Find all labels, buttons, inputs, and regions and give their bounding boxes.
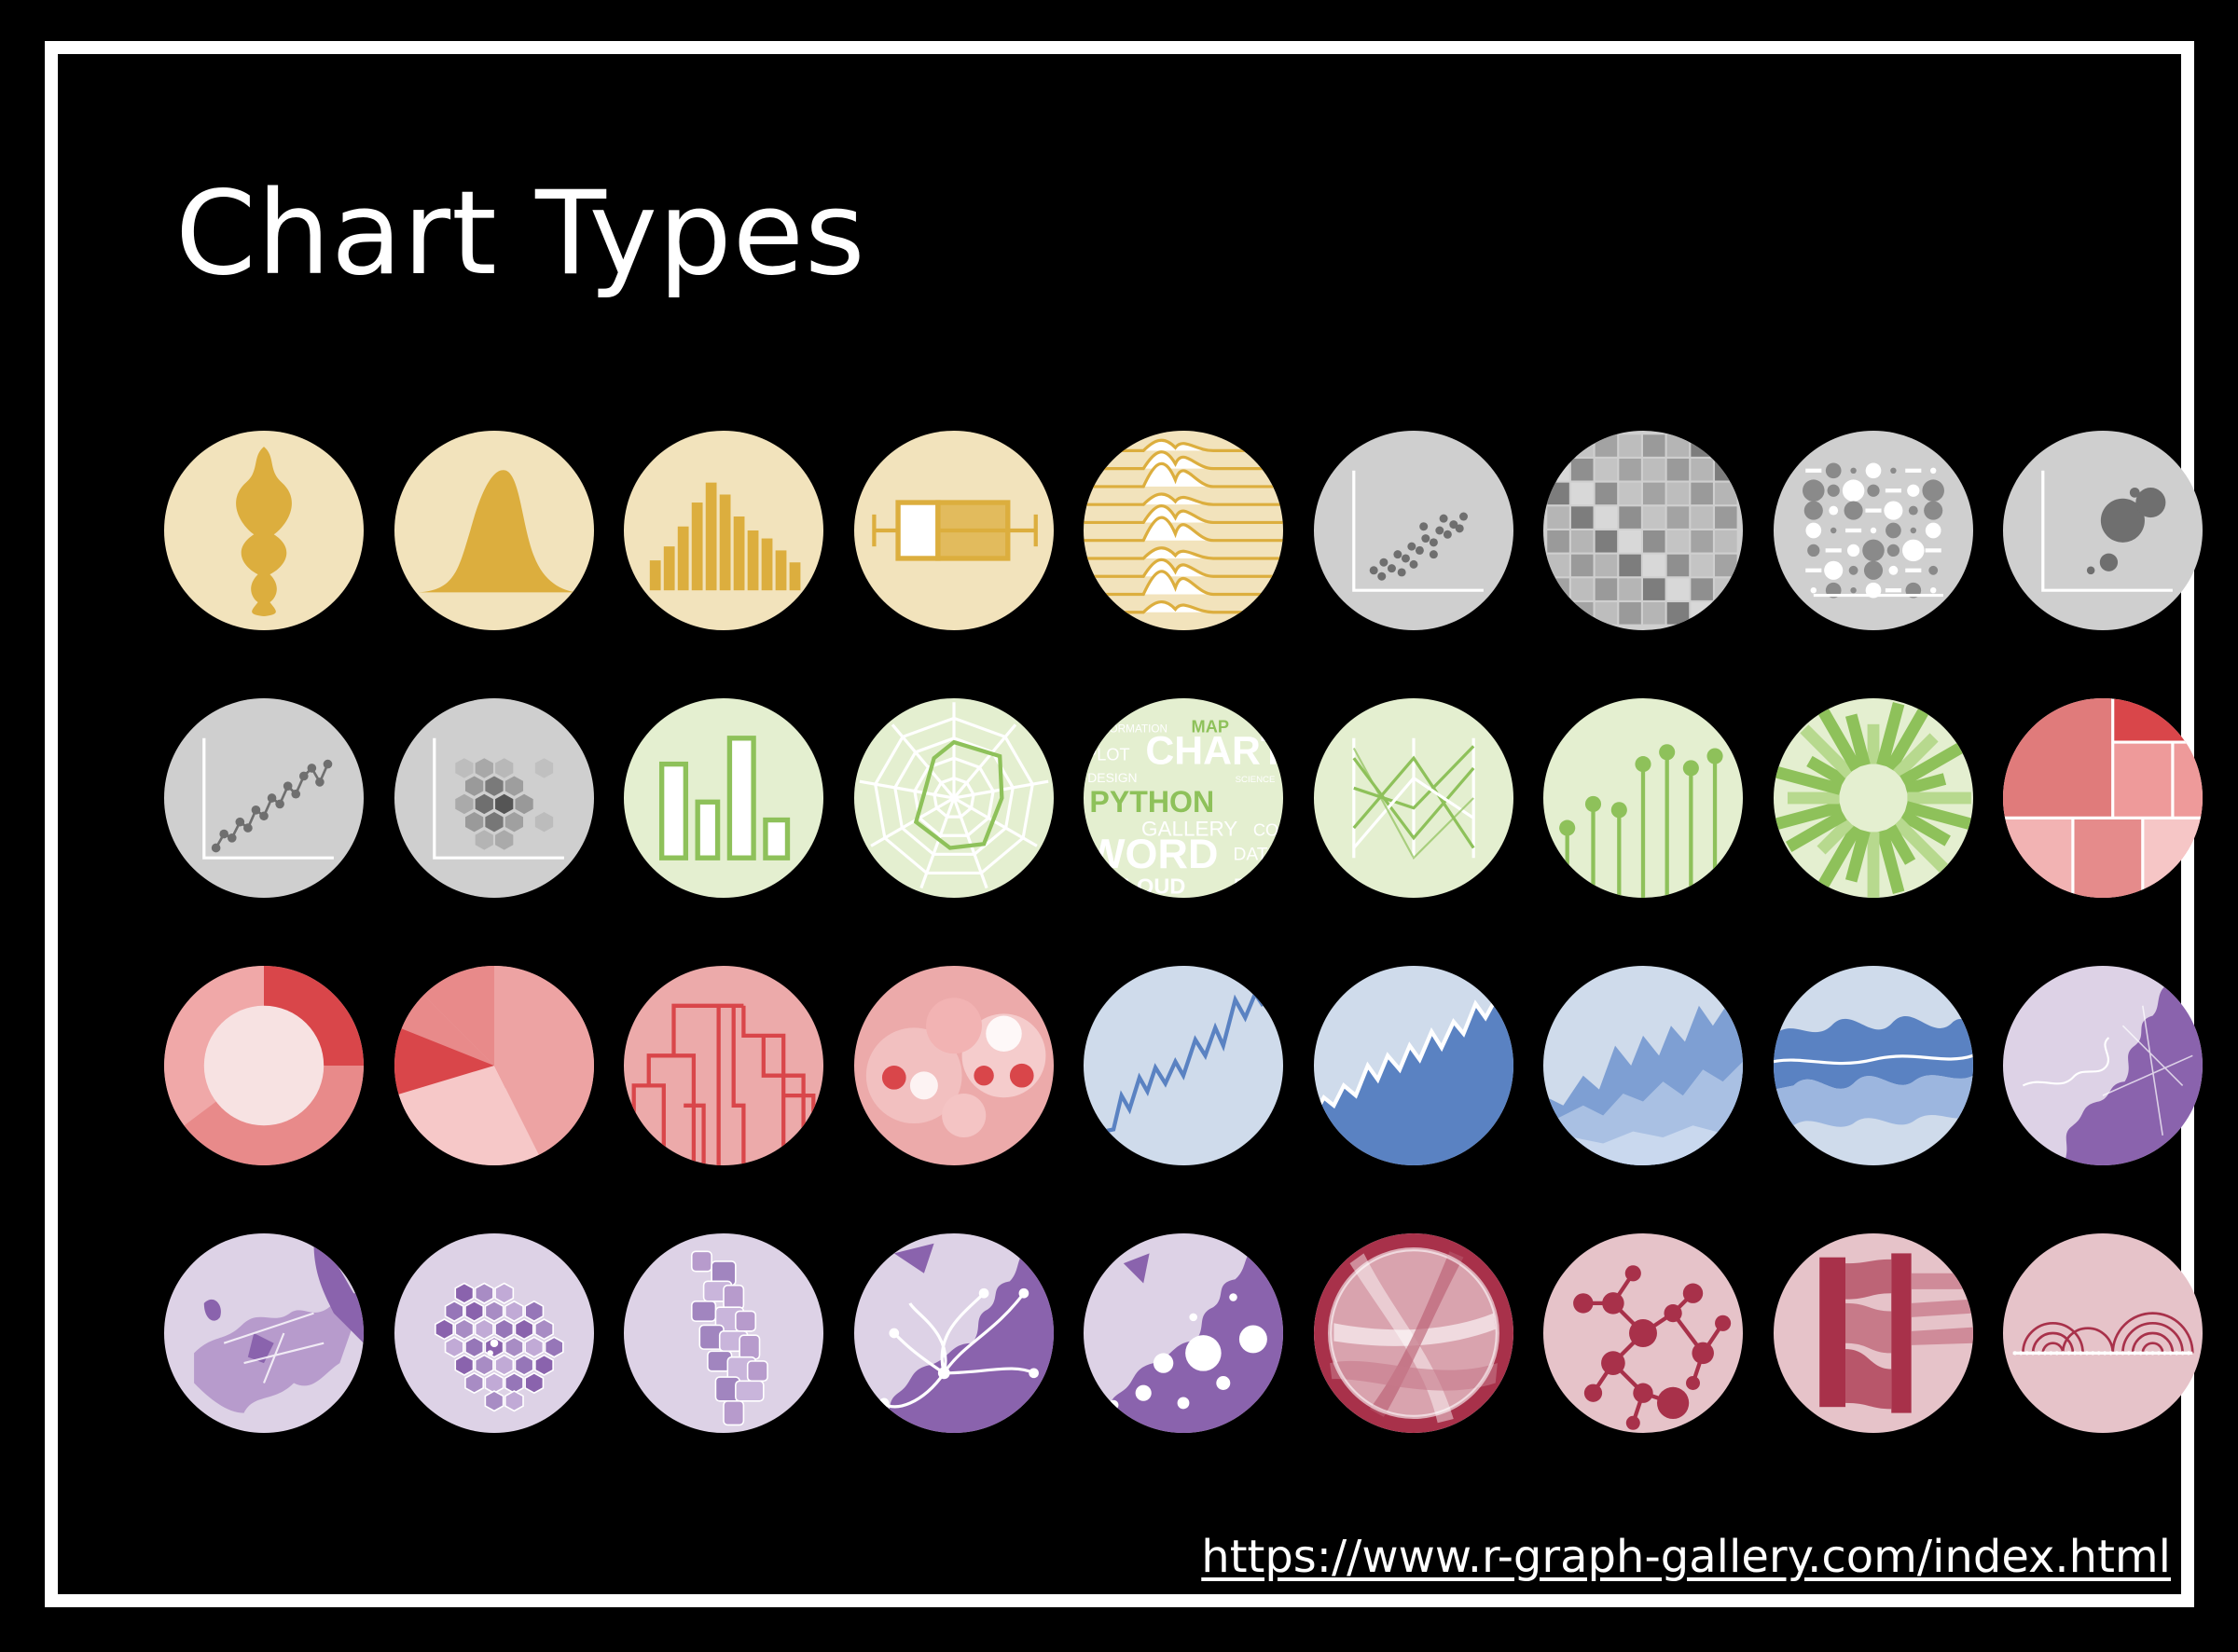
dendrogram-icon[interactable] [624, 966, 823, 1165]
line-chart-icon[interactable] [1084, 966, 1283, 1165]
bubble-map-icon[interactable] [1084, 1233, 1283, 1433]
connected-scatter-icon[interactable] [164, 698, 364, 898]
circular-barplot-icon[interactable] [1773, 698, 1973, 898]
svg-text:CLOUD: CLOUD [1108, 874, 1186, 898]
2d-density-icon[interactable] [394, 698, 594, 898]
choropleth-map-icon[interactable] [164, 1233, 364, 1433]
map-icon[interactable] [2003, 966, 2203, 1165]
arc-diagram-icon[interactable] [2003, 1233, 2203, 1433]
stacked-area-icon[interactable] [1543, 966, 1743, 1165]
lollipop-chart-icon[interactable] [1543, 698, 1743, 898]
ridgeline-chart-icon[interactable] [1084, 431, 1283, 630]
boxplot-icon[interactable] [853, 431, 1054, 630]
scatter-plot-icon[interactable] [1313, 431, 1513, 630]
streamgraph-icon[interactable] [1773, 966, 1973, 1165]
hexbin-map-icon[interactable] [394, 1233, 594, 1433]
svg-text:SCIENCE: SCIENCE [1236, 775, 1276, 785]
svg-text:GALLERY: GALLERY [1141, 818, 1237, 841]
svg-text:R: R [1234, 874, 1250, 898]
svg-text:MAP: MAP [1192, 717, 1229, 736]
density-chart-icon[interactable] [394, 431, 594, 630]
barplot-icon[interactable] [624, 698, 823, 898]
svg-text:CHART: CHART [1145, 729, 1283, 774]
source-link[interactable]: https://www.r-graph-gallery.com/index.ht… [1201, 1531, 2171, 1583]
chord-diagram-icon[interactable] [1313, 1233, 1513, 1433]
network-graph-icon[interactable] [1543, 1233, 1743, 1433]
wordcloud-icon[interactable]: INFORMATION MAP PLOT CHART DESIGN SCIENC… [1084, 698, 1283, 898]
svg-text:CODE: CODE [1253, 821, 1283, 840]
violin-chart-icon[interactable] [164, 431, 364, 630]
svg-text:PLOT: PLOT [1085, 745, 1130, 764]
svg-text:PYTHON: PYTHON [1089, 785, 1214, 819]
svg-text:WORD: WORD [1085, 830, 1218, 877]
parallel-coordinates-icon[interactable] [1313, 698, 1513, 898]
area-chart-icon[interactable] [1313, 966, 1513, 1165]
svg-text:DATA: DATA [1234, 845, 1279, 864]
spider-chart-icon[interactable] [853, 698, 1054, 898]
sankey-diagram-icon[interactable] [1773, 1233, 1973, 1433]
histogram-icon[interactable] [624, 431, 823, 630]
heatmap-icon[interactable] [1543, 431, 1743, 630]
treemap-icon[interactable] [2003, 698, 2203, 898]
cartogram-icon[interactable] [624, 1233, 823, 1433]
chart-type-grid: INFORMATION MAP PLOT CHART DESIGN SCIENC… [164, 431, 2206, 1438]
bubble-chart-icon[interactable] [2003, 431, 2203, 630]
svg-text:DESIGN: DESIGN [1087, 770, 1137, 785]
correlogram-icon[interactable] [1773, 431, 1973, 630]
slide-frame: Chart Types [45, 41, 2203, 1607]
connection-map-icon[interactable] [853, 1233, 1054, 1433]
pie-chart-icon[interactable] [394, 966, 594, 1165]
slide-title: Chart Types [175, 167, 866, 301]
donut-chart-icon[interactable] [164, 966, 364, 1165]
circular-packing-icon[interactable] [853, 966, 1054, 1165]
